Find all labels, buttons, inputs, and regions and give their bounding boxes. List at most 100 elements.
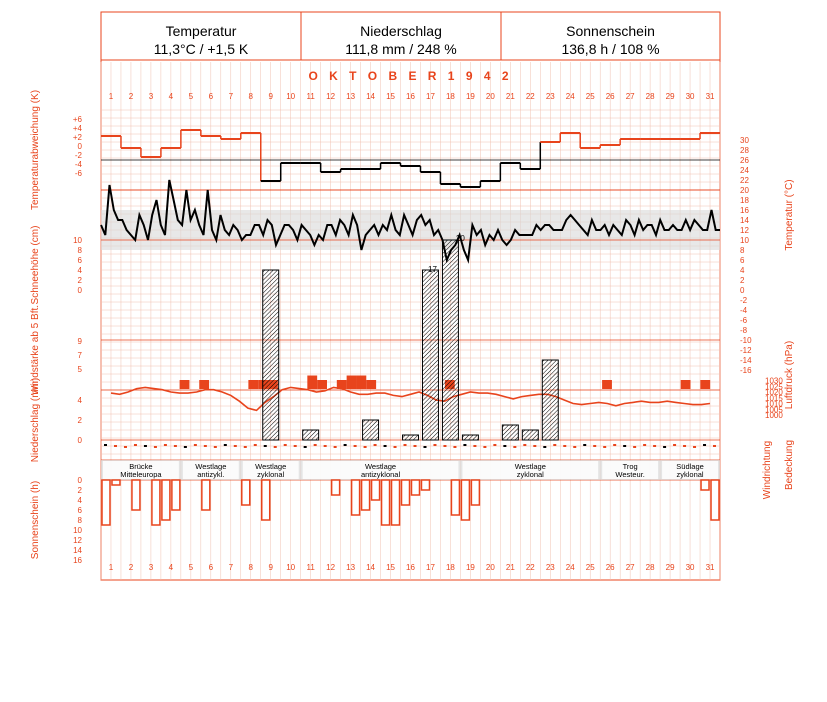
wind-bar: [366, 380, 377, 389]
wind-dir-marker: [253, 444, 257, 446]
sunshine-tick: 16: [73, 556, 82, 565]
wind-tick: 5: [78, 365, 83, 374]
temperature-tick: 26: [740, 156, 749, 165]
sunshine-tick: 14: [73, 546, 82, 555]
wind-bar: [602, 380, 612, 389]
temperature-tick: -2: [740, 296, 748, 305]
wind-dir-marker: [613, 444, 617, 446]
day-label-top: 25: [586, 92, 595, 101]
wind-dir-marker: [513, 446, 517, 448]
wind-dir-marker: [243, 446, 247, 448]
anomaly-tick: -4: [75, 160, 83, 169]
wind-dir-marker: [123, 446, 127, 448]
label-pressure: Luftdruck (hPa): [784, 341, 795, 409]
sunshine-bar: [151, 479, 161, 526]
wind-dir-marker: [363, 446, 367, 448]
wind-bar: [356, 375, 367, 389]
temperature-tick: 6: [740, 256, 745, 265]
day-label-bottom: 28: [646, 563, 655, 572]
pressure-line: [110, 386, 711, 412]
precip-bar: [262, 269, 280, 441]
wind-dir-marker: [343, 444, 347, 446]
precip-bar: [541, 359, 559, 441]
day-label-bottom: 10: [286, 563, 295, 572]
weather-type-box: [182, 461, 239, 479]
day-label-bottom: 11: [307, 563, 316, 572]
day-label-bottom: 31: [706, 563, 715, 572]
day-label-bottom: 19: [466, 563, 475, 572]
day-label-bottom: 13: [346, 563, 355, 572]
sunshine-bar: [241, 479, 251, 506]
wind-dir-marker: [133, 444, 137, 446]
wind-dir-marker: [463, 444, 467, 446]
sunshine-tick: 2: [78, 486, 83, 495]
wind-bar: [199, 380, 210, 389]
anomaly-tick: -6: [75, 169, 83, 178]
weather-type-label-line2: zyklonal: [257, 470, 284, 479]
precip-bar: [421, 269, 439, 441]
wind-tick: 7: [78, 351, 83, 360]
temperature-tick: 14: [740, 216, 749, 225]
temperature-tick: 12: [740, 226, 749, 235]
day-label-top: 8: [249, 92, 254, 101]
weather-type-box: [103, 461, 179, 479]
wind-dir-marker: [423, 446, 427, 448]
day-label-bottom: 25: [586, 563, 595, 572]
wind-dir-marker: [183, 446, 187, 448]
wind-dir-marker: [413, 445, 417, 447]
day-label-top: 15: [386, 92, 395, 101]
wind-bar: [307, 375, 318, 389]
temperature-tick: -14: [740, 356, 752, 365]
wind-dir-marker: [563, 445, 567, 447]
snow-tick: 6: [78, 256, 83, 265]
wind-dir-marker: [353, 445, 357, 447]
weather-type-label-line1: Westlage: [255, 462, 286, 471]
precip-bar: [461, 434, 479, 441]
precip-bar: [501, 424, 519, 441]
weather-type-label-line2: Westeur.: [615, 470, 644, 479]
sun-value: 136,8 h / 108 %: [561, 41, 660, 57]
wind-dir-marker: [473, 445, 477, 447]
weather-type-label-line2: antizykl.: [197, 470, 224, 479]
weather-type-box: [302, 461, 459, 479]
wind-dir-marker: [653, 445, 657, 447]
label-wind-dir: Windrichtung: [762, 441, 773, 499]
temperature-tick: 2: [740, 276, 745, 285]
wind-dir-marker: [213, 446, 217, 448]
day-label-bottom: 27: [626, 563, 635, 572]
day-label-top: 30: [686, 92, 695, 101]
day-label-top: 31: [706, 92, 715, 101]
temperature-tick: -16: [740, 366, 752, 375]
sunshine-bar: [131, 479, 141, 511]
weather-type-label-line1: Westlage: [195, 462, 226, 471]
precip-bar: [362, 419, 380, 441]
temperature-tick: 8: [740, 246, 745, 255]
wind-dir-marker: [553, 444, 557, 446]
wind-dir-marker: [643, 444, 647, 446]
anomaly-tick: 0: [78, 142, 83, 151]
temperature-summary: Temperatur 11,3°C / +1,5 K: [101, 12, 301, 60]
sunshine-bar: [201, 479, 211, 511]
temperature-title: Temperatur: [165, 23, 237, 39]
wind-dir-marker: [683, 445, 687, 447]
wind-dir-marker: [223, 444, 227, 446]
wind-dir-marker: [573, 446, 577, 448]
day-label-top: 26: [606, 92, 615, 101]
anomaly-tick: -2: [75, 151, 83, 160]
day-label-bottom: 18: [446, 563, 455, 572]
wind-dir-marker: [153, 446, 157, 448]
sunshine-bar: [700, 479, 710, 491]
wind-dir-marker: [333, 446, 337, 448]
sunshine-bar: [171, 479, 181, 511]
wind-tick: 9: [78, 337, 83, 346]
day-label-top: 18: [446, 92, 455, 101]
wind-dir-marker: [543, 446, 547, 448]
precip-summary: Niederschlag 111,8 mm / 248 %: [301, 12, 501, 60]
temperature-tick: -6: [740, 316, 748, 325]
temperature-tick: 20: [740, 186, 749, 195]
day-label-bottom: 21: [506, 563, 515, 572]
day-label-bottom: 6: [209, 563, 214, 572]
precip-tick: 4: [78, 396, 83, 405]
wind-dir-marker: [313, 444, 317, 446]
